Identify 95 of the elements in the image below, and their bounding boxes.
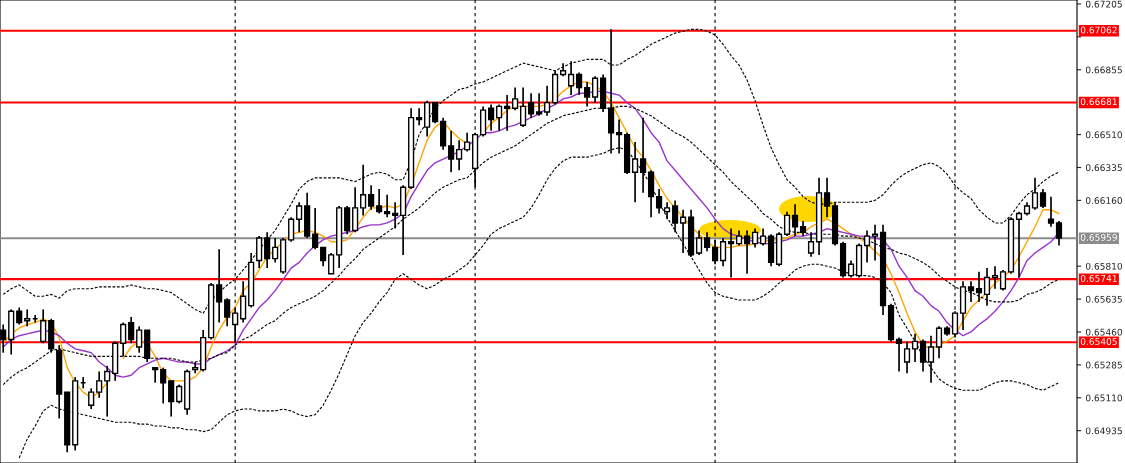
candlestick bbox=[703, 231, 711, 252]
candlestick bbox=[392, 201, 399, 230]
ref-line-label: 0.67062 bbox=[1080, 26, 1117, 34]
candlestick bbox=[583, 81, 591, 108]
candlestick bbox=[40, 308, 47, 345]
candlestick bbox=[376, 188, 383, 215]
candlestick bbox=[456, 139, 463, 172]
candlestick bbox=[671, 199, 679, 234]
candlestick bbox=[88, 387, 95, 410]
candlestick bbox=[1055, 220, 1063, 247]
candlestick bbox=[567, 60, 575, 96]
candlestick bbox=[895, 336, 903, 373]
candlestick bbox=[536, 92, 543, 117]
candlestick bbox=[360, 163, 367, 217]
candlestick bbox=[528, 92, 535, 119]
candlestick bbox=[120, 321, 127, 358]
candlestick bbox=[967, 280, 975, 303]
y-tick-label: 0.64935 bbox=[1085, 427, 1122, 435]
candlestick bbox=[512, 86, 519, 111]
y-tick-label: 0.67205 bbox=[1085, 0, 1122, 8]
candlestick bbox=[176, 383, 183, 405]
candlestick bbox=[935, 325, 943, 360]
candlestick bbox=[863, 229, 871, 264]
candlestick bbox=[520, 86, 527, 128]
ref-line-label: 0.66681 bbox=[1080, 98, 1117, 106]
candlestick bbox=[488, 103, 495, 132]
candlestick bbox=[128, 316, 135, 345]
candlestick bbox=[496, 103, 503, 132]
candlestick bbox=[591, 75, 599, 104]
candlestick bbox=[999, 269, 1007, 292]
candlestick bbox=[368, 184, 375, 211]
ref-line-label: 0.65405 bbox=[1080, 338, 1117, 345]
candlestick bbox=[1031, 176, 1039, 211]
candlestick bbox=[871, 223, 879, 262]
candlestick bbox=[544, 84, 551, 117]
y-tick-label: 0.65635 bbox=[1085, 295, 1122, 303]
candlestick bbox=[679, 208, 687, 254]
candlestick bbox=[1047, 195, 1055, 228]
candlestick bbox=[695, 229, 703, 256]
candlestick bbox=[975, 270, 983, 303]
candlestick bbox=[384, 193, 391, 219]
candlestick bbox=[783, 210, 791, 237]
candlestick bbox=[160, 366, 167, 405]
y-tick-label: 0.66160 bbox=[1085, 197, 1123, 204]
candlestick bbox=[344, 205, 351, 236]
candlestick bbox=[911, 333, 919, 363]
y-tick-label: 0.66335 bbox=[1085, 164, 1122, 172]
y-tick-label: 0.66855 bbox=[1085, 66, 1122, 74]
candlestick bbox=[168, 380, 175, 418]
candlestick bbox=[96, 370, 103, 399]
candlestick bbox=[104, 364, 111, 418]
candlestick bbox=[991, 265, 999, 290]
y-tick-label: 0.66510 bbox=[1085, 131, 1123, 139]
candlestick bbox=[1015, 210, 1023, 279]
candlestick bbox=[719, 237, 727, 268]
candlestick bbox=[751, 227, 759, 249]
candlestick bbox=[432, 101, 439, 125]
candlestick bbox=[312, 207, 319, 251]
candlestick bbox=[951, 310, 959, 339]
ref-line-label: 0.65959 bbox=[1080, 233, 1117, 241]
candlestick bbox=[807, 231, 815, 258]
candlestick bbox=[264, 231, 271, 269]
candlestick bbox=[232, 306, 239, 345]
candlestick bbox=[575, 71, 583, 96]
candlestick bbox=[983, 267, 991, 307]
candlestick bbox=[903, 340, 911, 375]
candlestick bbox=[240, 280, 247, 324]
y-tick-label: 0.65810 bbox=[1085, 262, 1123, 270]
candlestick bbox=[464, 131, 471, 153]
candlestick bbox=[504, 94, 511, 132]
candlestick bbox=[152, 366, 159, 384]
candlestick bbox=[328, 252, 335, 275]
candlestick bbox=[352, 186, 359, 234]
candlestick bbox=[136, 325, 143, 354]
candlestick bbox=[24, 308, 31, 328]
candlestick bbox=[655, 188, 663, 215]
candlestick bbox=[727, 227, 735, 279]
candlestick bbox=[927, 334, 935, 384]
candlestick bbox=[448, 130, 455, 174]
candlestick bbox=[272, 237, 279, 264]
y-tick-label: 0.65110 bbox=[1085, 394, 1123, 402]
y-tick-label: 0.65460 bbox=[1085, 328, 1123, 336]
candlestick bbox=[296, 201, 303, 234]
candlestick bbox=[288, 216, 295, 243]
ref-line-label: 0.65741 bbox=[1080, 274, 1117, 282]
candlestick bbox=[416, 107, 423, 127]
candlestick bbox=[919, 338, 927, 373]
candlestick bbox=[1039, 188, 1047, 209]
candlestick bbox=[823, 176, 831, 219]
candlestick bbox=[224, 297, 231, 328]
candlestick bbox=[320, 246, 327, 268]
y-tick-label: 0.65285 bbox=[1085, 361, 1122, 369]
candlestick bbox=[256, 235, 263, 269]
candlestick bbox=[791, 203, 799, 237]
candlestick bbox=[743, 229, 751, 275]
